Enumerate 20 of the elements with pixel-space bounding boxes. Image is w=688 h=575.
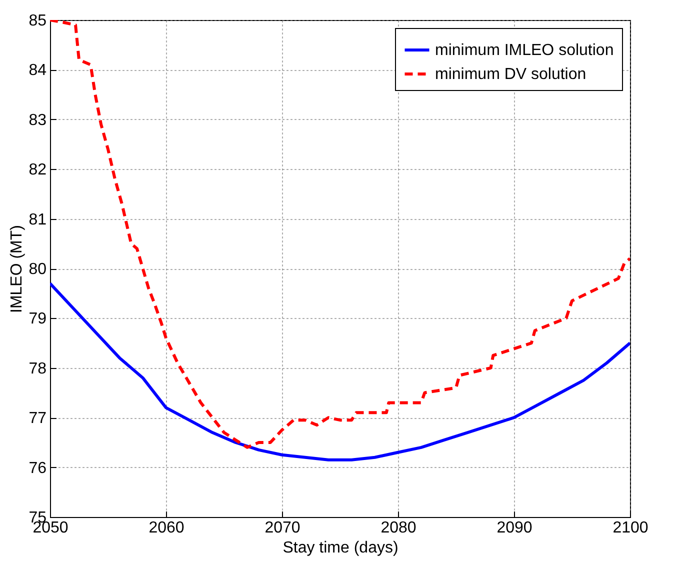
x-tick-label: 2080 bbox=[380, 520, 416, 536]
y-tick-label: 84 bbox=[28, 62, 47, 80]
y-axis-title: IMLEO (MT) bbox=[8, 225, 26, 313]
x-tick-label: 2100 bbox=[612, 520, 648, 536]
y-tick-label: 85 bbox=[28, 12, 47, 30]
line-series bbox=[50, 282, 630, 462]
x-tick-label: 2070 bbox=[264, 520, 300, 536]
legend-label: minimum DV solution bbox=[435, 66, 586, 83]
y-tick-label: 80 bbox=[28, 261, 47, 278]
y-tick-label: 77 bbox=[28, 410, 47, 428]
x-tick-label: 2060 bbox=[148, 520, 184, 536]
y-tick-label: 81 bbox=[28, 211, 47, 228]
y-tick-label: 78 bbox=[28, 360, 47, 378]
legend-label: minimum IMLEO solution bbox=[435, 42, 614, 59]
x-tick-label: 2090 bbox=[496, 520, 532, 536]
y-tick-label: 82 bbox=[28, 162, 47, 179]
y-tick-label: 79 bbox=[28, 310, 47, 328]
x-axis-title: Stay time (days) bbox=[282, 540, 398, 556]
y-tick-label: 83 bbox=[28, 112, 47, 129]
y-tick-label: 76 bbox=[28, 460, 47, 477]
